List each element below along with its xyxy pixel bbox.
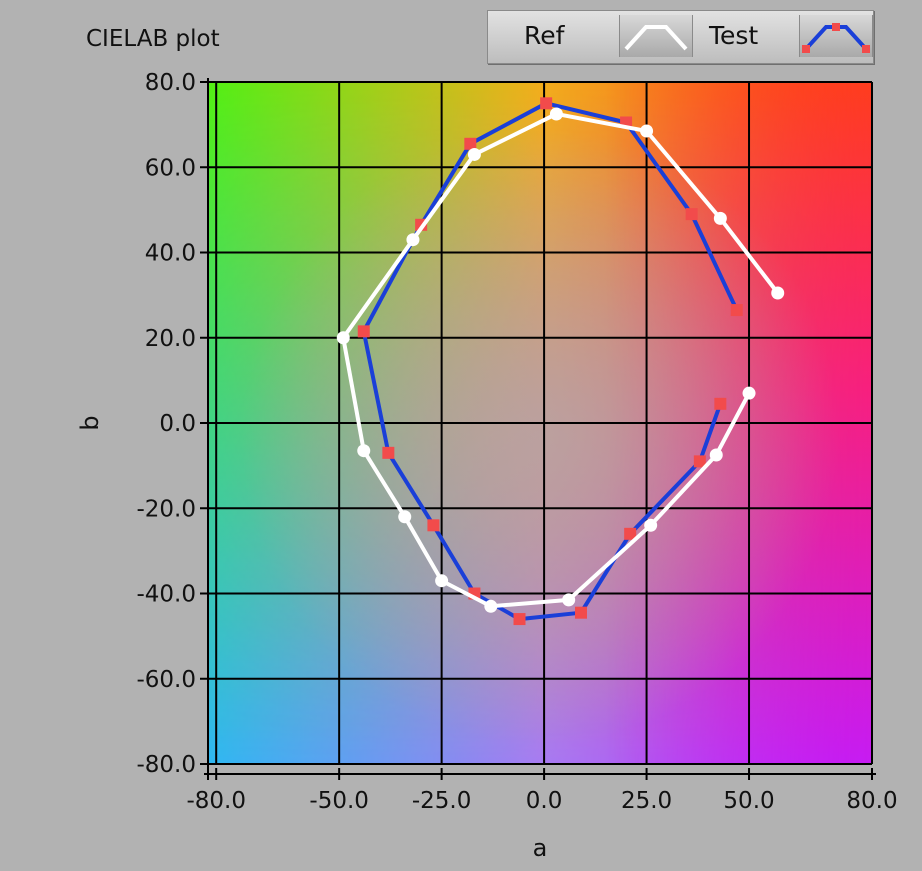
x-tick-label: 50.0 xyxy=(723,788,774,814)
test-line-icon xyxy=(802,23,870,53)
ref-line-icon xyxy=(624,25,688,51)
legend-ref-swatch[interactable] xyxy=(619,15,693,57)
test-point xyxy=(714,397,727,410)
ref-point xyxy=(484,599,498,613)
y-axis-title: b xyxy=(76,415,104,430)
test-point xyxy=(513,613,526,626)
test-point xyxy=(693,455,706,468)
x-axis-title: a xyxy=(533,834,548,862)
ref-point xyxy=(398,510,412,524)
y-tick-label: 60.0 xyxy=(145,155,196,181)
test-point xyxy=(624,527,637,540)
x-tick-label: 0.0 xyxy=(526,788,563,814)
y-tick-label: -60.0 xyxy=(136,667,196,693)
ref-point xyxy=(549,107,563,121)
ref-point xyxy=(336,331,350,345)
y-tick-label: -20.0 xyxy=(136,496,196,522)
legend-test-label: Test xyxy=(709,21,759,50)
test-point xyxy=(540,97,553,110)
x-tick-label: -50.0 xyxy=(309,788,369,814)
ref-point xyxy=(709,448,723,462)
y-tick-label: -80.0 xyxy=(136,752,196,778)
ref-point xyxy=(467,147,481,161)
y-tick-label: 40.0 xyxy=(145,241,196,267)
y-tick-label: -40.0 xyxy=(136,582,196,608)
y-tick-label: 20.0 xyxy=(145,326,196,352)
plot-legend[interactable]: Ref Test xyxy=(487,10,874,64)
ref-point xyxy=(357,444,371,458)
ref-point xyxy=(771,286,785,300)
ref-point xyxy=(640,124,654,138)
ref-point xyxy=(406,233,420,247)
test-point xyxy=(464,137,477,150)
ref-point xyxy=(713,211,727,225)
ref-point xyxy=(435,574,449,588)
legend-test-swatch[interactable] xyxy=(799,15,873,57)
x-tick-label: -25.0 xyxy=(412,788,472,814)
test-point xyxy=(730,304,743,317)
test-point xyxy=(427,519,440,532)
ref-point xyxy=(562,593,576,607)
legend-ref-label: Ref xyxy=(524,21,565,50)
test-point xyxy=(357,325,370,338)
test-point xyxy=(620,116,633,129)
ref-point xyxy=(644,518,658,532)
ref-point xyxy=(742,386,756,400)
test-point xyxy=(382,446,395,459)
x-tick-label: -80.0 xyxy=(186,788,246,814)
y-tick-label: 0.0 xyxy=(159,411,196,437)
test-point xyxy=(685,208,698,221)
test-point xyxy=(574,606,587,619)
x-tick-label: 80.0 xyxy=(846,788,897,814)
chart-title: CIELAB plot xyxy=(86,26,220,52)
y-tick-label: 80.0 xyxy=(145,70,196,96)
x-tick-label: 25.0 xyxy=(621,788,672,814)
